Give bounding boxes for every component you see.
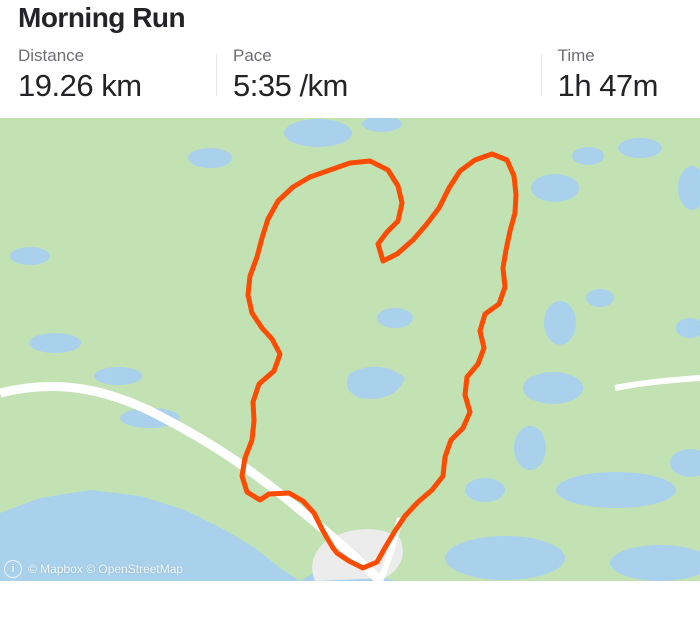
map-attribution: i © Mapbox © OpenStreetMap (4, 560, 183, 578)
stat-distance-label: Distance (18, 46, 192, 66)
stat-distance-value: 19.26 km (18, 68, 192, 104)
stats-row: Distance 19.26 km Pace 5:35 /km Time 1h … (18, 46, 682, 104)
stat-time-label: Time (558, 46, 658, 66)
stat-distance: Distance 19.26 km (18, 46, 216, 104)
stat-pace-label: Pace (233, 46, 517, 66)
stat-time-value: 1h 47m (558, 68, 658, 104)
map-attribution-text: © Mapbox © OpenStreetMap (28, 562, 183, 576)
activity-title: Morning Run (18, 2, 682, 34)
stat-divider (216, 54, 217, 96)
route-map[interactable]: i © Mapbox © OpenStreetMap (0, 118, 700, 581)
map-svg (0, 118, 700, 581)
stat-divider (541, 54, 542, 96)
stat-time: Time 1h 47m (558, 46, 682, 104)
info-icon[interactable]: i (4, 560, 22, 578)
stat-pace-value: 5:35 /km (233, 68, 517, 104)
stat-pace: Pace 5:35 /km (233, 46, 541, 104)
